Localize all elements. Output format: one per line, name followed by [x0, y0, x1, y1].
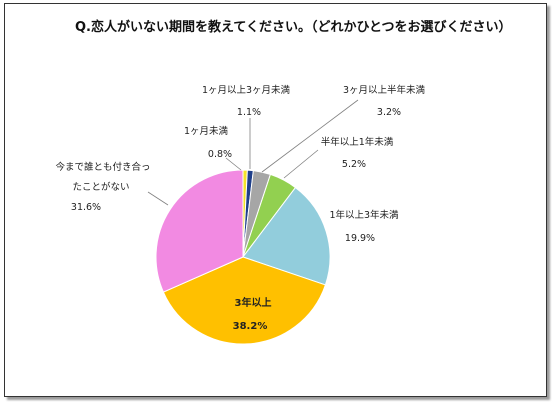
slice-value-label: 19.9% — [345, 233, 375, 244]
pie-slice — [242, 186, 331, 286]
slice-label: 3ヶ月以上半年未満 — [343, 84, 426, 96]
leader-line — [283, 149, 319, 179]
slice-value-label: 1.1% — [237, 107, 261, 118]
slice-label: 1年以上3年未満 — [329, 209, 399, 221]
leader-line — [147, 191, 169, 206]
slice-value-label: 38.2% — [233, 321, 268, 332]
slice-label: 1ヶ月未満 — [184, 125, 229, 137]
leader-line — [261, 99, 359, 173]
slice-value-label: 5.2% — [342, 159, 366, 170]
slice-value-label: 31.6% — [71, 202, 101, 213]
chart-title: Q.恋人がいない期間を教えてください。（どれかひとつをお選びください） — [75, 20, 512, 35]
pie-slice — [162, 256, 327, 345]
slice-label: 半年以上1年未満 — [321, 136, 394, 148]
slice-label: 今まで誰とも付き合っ — [55, 161, 150, 173]
slice-label: 1ヶ月以上3ヶ月未満 — [202, 84, 291, 96]
slice-label: 3年以上 — [235, 296, 272, 309]
leader-line — [225, 157, 242, 171]
pie-slice — [155, 169, 244, 293]
slice-value-label: 0.8% — [208, 149, 232, 160]
slice-value-label: 3.2% — [377, 107, 401, 118]
slice-label: たことがない — [72, 181, 129, 193]
